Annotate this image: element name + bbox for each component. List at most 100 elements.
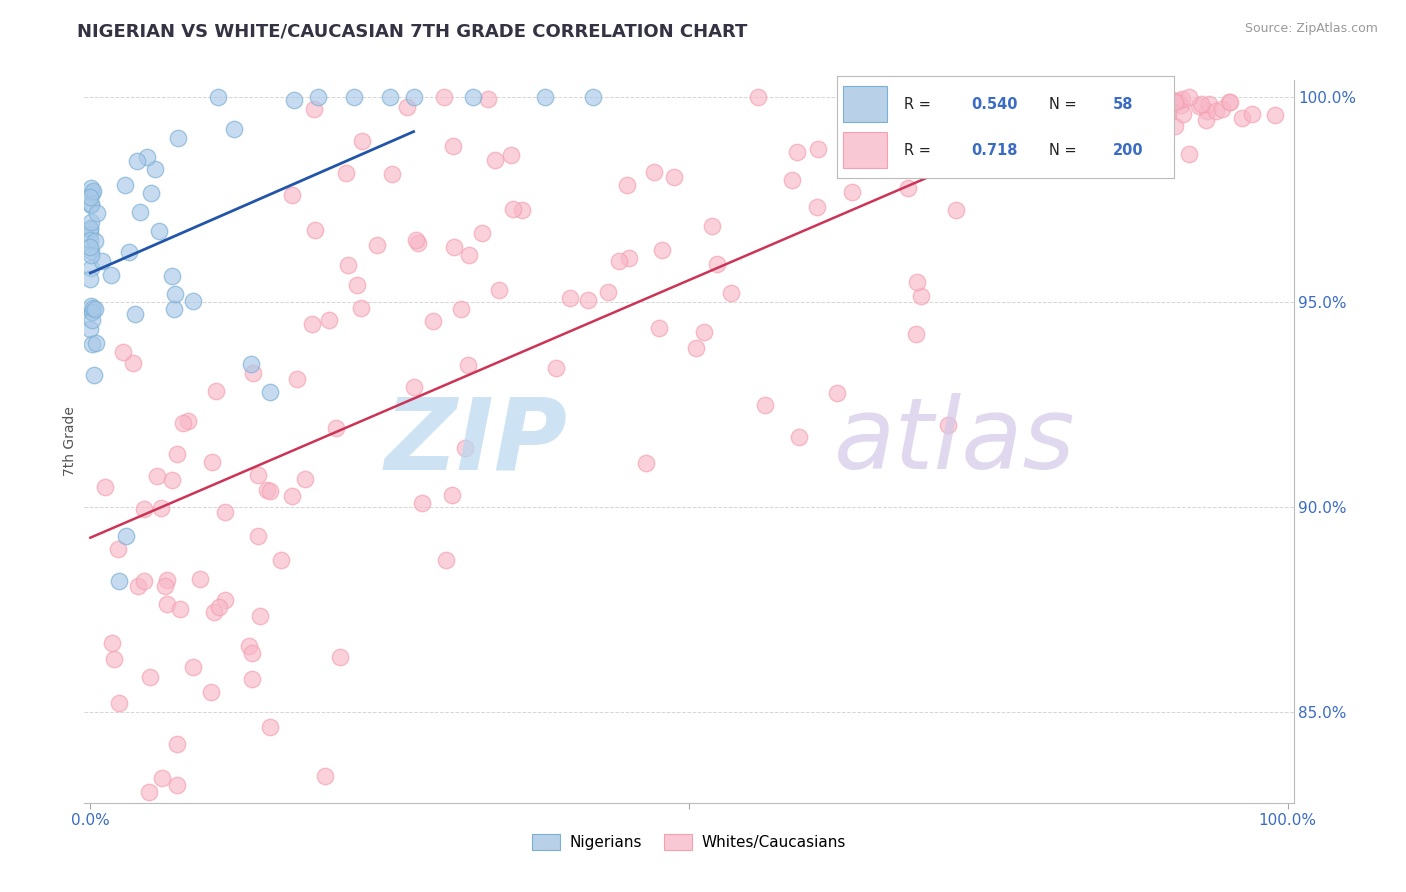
Point (1050, 95, 1073, 110)
Point (560, 291, 582, 305)
Point (510, 203, 533, 218)
Point (1090, 100, 1112, 114)
Point (1007, 103, 1029, 117)
Point (994, 121, 1017, 136)
Point (80, 244, 103, 258)
Point (336, 259, 359, 273)
Y-axis label: 7th Grade: 7th Grade (63, 407, 77, 476)
Point (1211, 103, 1233, 117)
Point (100, 268, 122, 283)
Point (787, 430, 810, 444)
Point (936, 418, 959, 433)
Point (343, 89, 366, 103)
Point (1164, 119, 1187, 133)
Point (86, 206, 108, 220)
Point (118, 245, 141, 260)
Point (484, 153, 506, 167)
Text: 0.540: 0.540 (972, 96, 1018, 112)
Point (917, 93, 939, 107)
Point (125, 154, 148, 169)
Point (1195, 104, 1218, 119)
Point (160, 473, 183, 487)
Point (150, 500, 173, 515)
Point (143, 161, 166, 176)
Point (1122, 94, 1144, 108)
Text: atlas: atlas (834, 393, 1076, 490)
Point (283, 93, 305, 107)
Point (166, 447, 188, 461)
Point (115, 529, 138, 543)
Point (84, 234, 107, 248)
Point (1053, 129, 1076, 144)
Point (256, 483, 278, 497)
Point (634, 456, 657, 470)
Point (301, 318, 323, 332)
Point (685, 341, 707, 355)
Point (139, 670, 162, 684)
Point (693, 325, 716, 339)
Point (616, 178, 638, 192)
Point (651, 243, 673, 257)
Point (1054, 95, 1077, 109)
Point (239, 357, 262, 371)
Point (138, 785, 160, 799)
Point (80, 196, 103, 211)
Point (150, 771, 173, 785)
Point (786, 145, 808, 160)
Point (214, 505, 236, 519)
Point (82, 186, 104, 201)
Point (900, 123, 922, 137)
Point (214, 592, 236, 607)
Point (132, 502, 155, 516)
Point (1149, 93, 1171, 107)
Point (1033, 92, 1056, 106)
Point (79, 272, 101, 286)
Point (1114, 97, 1136, 112)
Point (169, 602, 191, 616)
Point (129, 204, 152, 219)
Point (156, 573, 179, 587)
Point (706, 257, 728, 271)
Point (207, 89, 229, 103)
Point (502, 202, 524, 216)
Point (1166, 95, 1188, 109)
Point (79, 222, 101, 236)
Point (1004, 100, 1026, 114)
Point (1101, 147, 1123, 161)
Point (928, 104, 950, 119)
Point (617, 251, 640, 265)
Point (499, 147, 522, 161)
Point (238, 639, 260, 653)
Point (1164, 95, 1187, 109)
Point (780, 173, 803, 187)
Point (1170, 98, 1192, 112)
Point (103, 652, 125, 666)
Point (318, 313, 340, 327)
Point (79, 190, 101, 204)
Point (477, 92, 499, 106)
Point (222, 121, 245, 136)
Point (163, 302, 186, 317)
Point (941, 89, 963, 103)
Point (807, 142, 830, 156)
Text: NIGERIAN VS WHITE/CAUCASIAN 7TH GRADE CORRELATION CHART: NIGERIAN VS WHITE/CAUCASIAN 7TH GRADE CO… (77, 22, 748, 40)
Point (205, 384, 228, 398)
Point (1157, 107, 1180, 121)
Point (79, 322, 101, 336)
Text: R =: R = (904, 143, 935, 158)
FancyBboxPatch shape (844, 87, 887, 122)
Point (436, 553, 458, 567)
Point (1000, 91, 1022, 105)
Point (79, 197, 101, 211)
Point (405, 233, 427, 247)
Point (1107, 90, 1129, 104)
Point (335, 165, 357, 179)
Point (1156, 99, 1178, 113)
Point (201, 454, 224, 468)
Point (172, 417, 194, 431)
FancyBboxPatch shape (844, 132, 887, 168)
Point (910, 289, 932, 303)
Text: N =: N = (1049, 143, 1081, 158)
Point (1153, 112, 1175, 127)
Point (314, 769, 336, 783)
